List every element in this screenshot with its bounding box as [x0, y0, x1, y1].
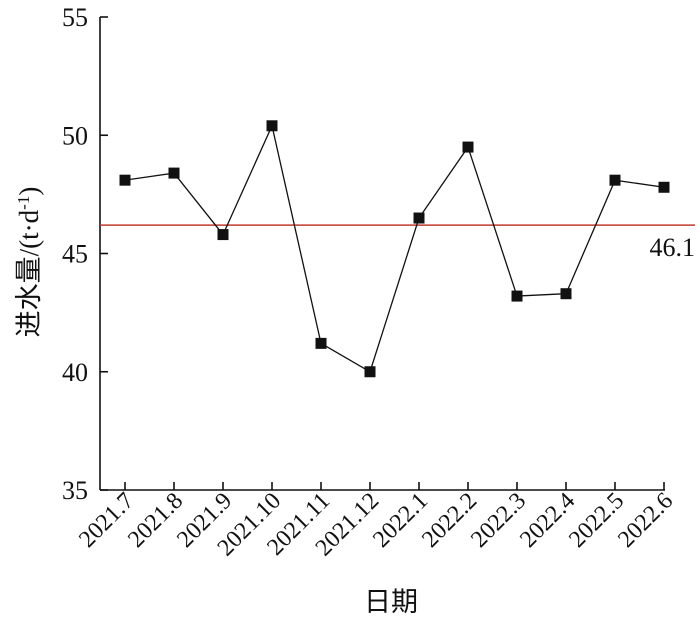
series-line [124, 123, 665, 373]
x-tick-label: 2022.4 [515, 488, 580, 553]
y-axis-title-main: 进水量/(t·d [14, 209, 44, 337]
x-tick-label: 2022.5 [564, 488, 629, 553]
data-point-2021.12 [364, 366, 376, 378]
x-tick-label: 2022.6 [613, 488, 678, 553]
x-tick-label: 2022.2 [417, 488, 482, 553]
axes [99, 17, 665, 491]
series-group [119, 120, 670, 378]
y-axis-title: 进水量/(t·d-1) [14, 187, 45, 338]
y-axis-title-close: ) [14, 187, 44, 196]
y-tick-label: 35 [62, 476, 88, 505]
data-point-2021.8 [168, 167, 180, 179]
reference-line-group: 46.1 [100, 224, 696, 262]
y-tick-label: 55 [62, 3, 88, 32]
data-point-2021.10 [266, 120, 278, 132]
x-tick-label: 2022.3 [466, 488, 531, 553]
y-tick-label: 40 [62, 358, 88, 387]
data-point-2021.11 [315, 337, 327, 349]
data-point-2022.6 [658, 181, 670, 193]
y-tick-label: 45 [62, 240, 88, 269]
data-point-2021.7 [119, 174, 131, 186]
y-axis-title-superscript: -1 [14, 196, 33, 210]
x-tick-label: 2022.1 [368, 488, 433, 553]
data-point-2022.5 [609, 174, 621, 186]
x-axis-title: 日期 [364, 587, 418, 617]
data-point-2022.3 [511, 290, 523, 302]
x-tick-label: 2021.8 [123, 488, 188, 553]
data-point-2022.1 [413, 212, 425, 224]
y-ticks: 35 40 45 50 55 [62, 3, 108, 505]
x-ticks: 2021.72021.82021.92021.102021.112021.122… [74, 482, 678, 561]
data-point-2022.2 [462, 141, 474, 153]
data-point-2022.4 [560, 288, 572, 300]
data-point-2021.9 [217, 229, 229, 241]
y-tick-label: 50 [62, 121, 88, 150]
reference-line-label: 46.1 [650, 233, 696, 262]
